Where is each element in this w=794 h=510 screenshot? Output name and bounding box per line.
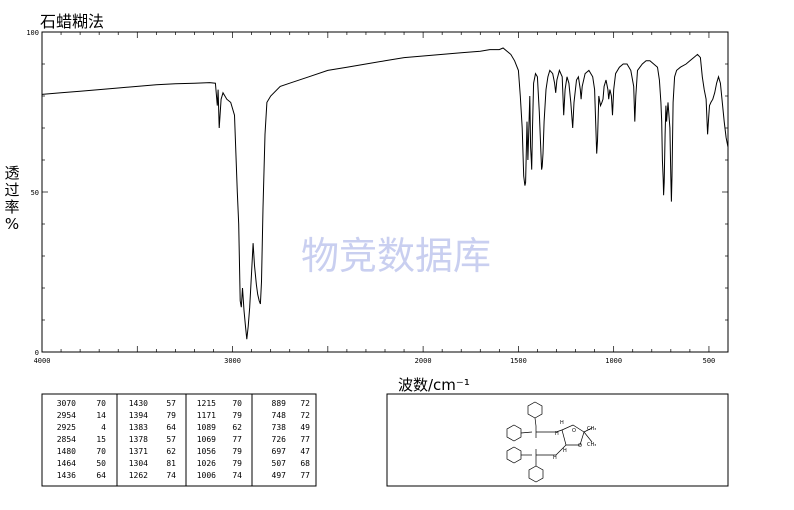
peak-transmittance: 74	[166, 471, 176, 480]
peak-transmittance: 79	[232, 411, 242, 420]
peak-transmittance: 57	[166, 399, 176, 408]
peak-wavenumber: 748	[272, 411, 287, 420]
peak-wavenumber: 697	[272, 447, 287, 456]
peak-transmittance: 15	[96, 435, 106, 444]
peak-transmittance: 79	[232, 459, 242, 468]
peak-transmittance: 72	[300, 411, 310, 420]
peak-wavenumber: 1304	[129, 459, 148, 468]
axis-ticks	[41, 31, 728, 353]
y-tick-label: 0	[35, 349, 39, 357]
y-axis-label-char: 透	[4, 164, 19, 182]
peak-transmittance: 70	[96, 447, 106, 456]
x-tick-label: 1500	[510, 357, 527, 365]
peak-wavenumber: 1430	[129, 399, 148, 408]
peak-transmittance: 77	[232, 435, 242, 444]
peak-transmittance: 77	[300, 435, 310, 444]
y-axis-label-char: 率	[4, 198, 19, 216]
peak-transmittance: 77	[300, 471, 310, 480]
peak-transmittance: 57	[166, 435, 176, 444]
peak-wavenumber: 507	[272, 459, 287, 468]
peak-wavenumber: 2854	[57, 435, 76, 444]
peak-wavenumber: 1056	[197, 447, 216, 456]
peak-wavenumber: 738	[272, 423, 287, 432]
x-tick-label: 500	[703, 357, 716, 365]
structure-frame	[386, 393, 729, 487]
atom-label: CH₃	[587, 426, 596, 432]
x-tick-label: 1000	[605, 357, 622, 365]
atom-label: H	[560, 420, 564, 426]
atom-label: O	[578, 443, 582, 449]
peak-transmittance: 70	[232, 399, 242, 408]
peak-wavenumber: 2954	[57, 411, 76, 420]
peak-table-frame	[41, 393, 317, 487]
peak-wavenumber: 1371	[129, 447, 148, 456]
peak-wavenumber: 1464	[57, 459, 76, 468]
peak-wavenumber: 1215	[197, 399, 216, 408]
peak-wavenumber: 2925	[57, 423, 76, 432]
peak-transmittance: 49	[300, 423, 310, 432]
y-axis-label-char: %	[5, 215, 19, 233]
peak-transmittance: 68	[300, 459, 310, 468]
peak-wavenumber: 3070	[57, 399, 76, 408]
peak-transmittance: 62	[166, 447, 176, 456]
peak-wavenumber: 1394	[129, 411, 148, 420]
peak-transmittance: 47	[300, 447, 310, 456]
watermark: 物竞数据库	[301, 234, 491, 278]
peak-transmittance: 64	[96, 471, 106, 480]
molecule-atom-labels: H H H H O O CH₃ CH₃	[553, 420, 596, 461]
atom-label: H	[555, 431, 559, 437]
peak-transmittance: 81	[166, 459, 176, 468]
peak-transmittance: 79	[166, 411, 176, 420]
peak-transmittance: 64	[166, 423, 176, 432]
peak-wavenumber: 1006	[197, 471, 216, 480]
peak-transmittance: 74	[232, 471, 242, 480]
peak-wavenumber: 1262	[129, 471, 148, 480]
peak-wavenumber: 1436	[57, 471, 76, 480]
peak-wavenumber: 1378	[129, 435, 148, 444]
x-tick-label: 4000	[34, 357, 51, 365]
peak-wavenumber: 1089	[197, 423, 216, 432]
peak-table: 3070 70 1430 57 1215 70 889 72 2954 14 1394 79 1171 7…	[57, 399, 310, 480]
peak-transmittance: 72	[300, 399, 310, 408]
peak-wavenumber: 889	[272, 399, 287, 408]
chart-title: 石蜡糊法	[40, 12, 104, 31]
x-axis-label: 波数/cm⁻¹	[398, 376, 470, 394]
molecule-structure-drawing	[506, 401, 593, 483]
peak-wavenumber: 497	[272, 471, 287, 480]
peak-wavenumber: 1171	[197, 411, 216, 420]
peak-transmittance: 79	[232, 447, 242, 456]
atom-label: H	[553, 455, 557, 461]
peak-wavenumber: 1480	[57, 447, 76, 456]
peak-wavenumber: 726	[272, 435, 287, 444]
y-tick-label: 100	[26, 29, 39, 37]
plot-frame	[41, 31, 729, 353]
atom-label: O	[572, 428, 576, 434]
x-tick-label: 2000	[415, 357, 432, 365]
atom-label: CH₃	[587, 442, 596, 448]
peak-transmittance: 50	[96, 459, 106, 468]
peak-transmittance: 14	[96, 411, 106, 420]
x-tick-label: 3000	[224, 357, 241, 365]
peak-wavenumber: 1383	[129, 423, 148, 432]
atom-label: H	[563, 448, 567, 454]
y-axis-label-char: 过	[4, 181, 19, 199]
peak-transmittance: 62	[232, 423, 242, 432]
peak-wavenumber: 1026	[197, 459, 216, 468]
peak-transmittance: 70	[96, 399, 106, 408]
y-axis-label: 透过率%	[4, 164, 19, 233]
peak-transmittance: 4	[101, 423, 106, 432]
y-tick-label: 50	[31, 189, 39, 197]
peak-wavenumber: 1069	[197, 435, 216, 444]
spectrum-line	[41, 47, 729, 340]
